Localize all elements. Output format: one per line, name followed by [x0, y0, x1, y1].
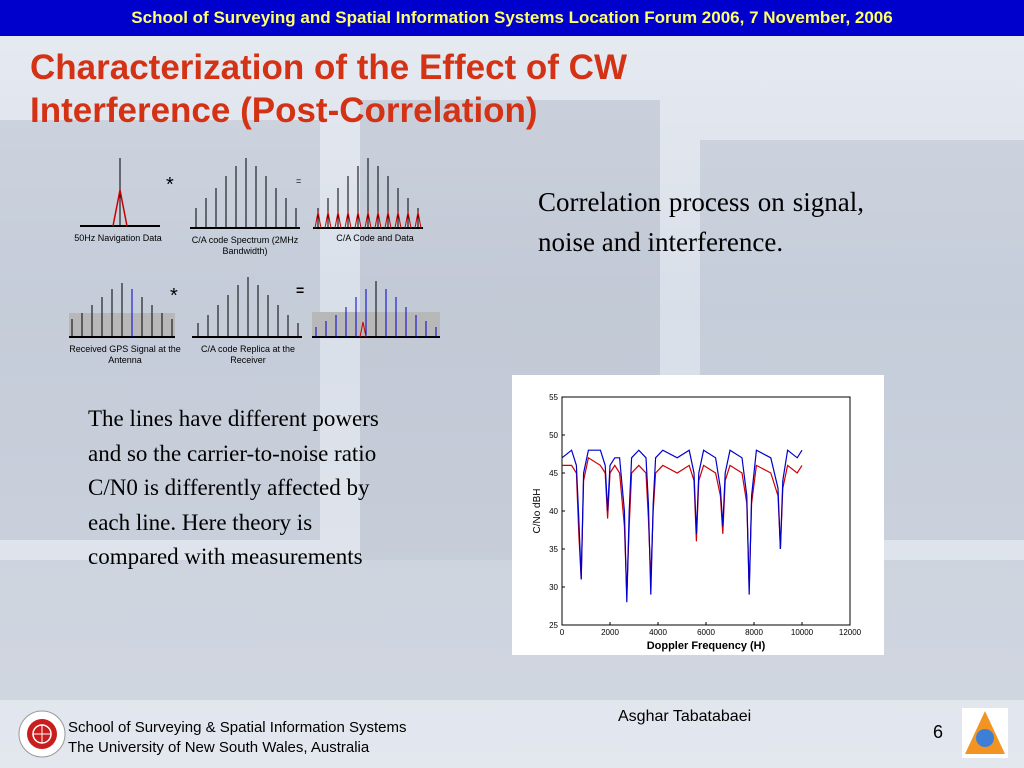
data-modulation-spike [314, 211, 322, 229]
x-tick-label: 8000 [745, 628, 763, 637]
x-tick-label: 12000 [839, 628, 862, 637]
equals-operator-2: = [296, 282, 305, 298]
label-ca-code-and-data: C/A Code and Data [336, 233, 414, 243]
label-ca-code-replica: C/A code Replica at the Receiver [200, 344, 296, 365]
footer-line-2: The University of New South Wales, Austr… [68, 739, 370, 756]
footer-institution: School of Surveying & Spatial Informatio… [68, 718, 407, 758]
correlation-diagram: * = * = 50Hz Navigation Data C/A code Sp… [60, 150, 450, 380]
correlation-diagram-graphic [69, 158, 440, 338]
chart-y-axis-label: C/No dBH [532, 488, 543, 533]
y-tick-label: 45 [549, 469, 558, 478]
unsw-anniversary-logo [18, 710, 66, 758]
equals-operator-1: = [296, 176, 302, 186]
x-tick-label: 4000 [649, 628, 667, 637]
plot-area [561, 396, 851, 626]
data-modulation-spike [404, 211, 412, 229]
data-modulation-spike [374, 211, 382, 229]
convolution-operator-2: * [170, 285, 178, 307]
slide-title: Characterization of the Effect of CW Int… [30, 48, 627, 130]
y-tick-label: 30 [549, 583, 558, 592]
data-modulation-spike [414, 211, 422, 229]
convolution-operator-1: * [166, 174, 174, 196]
x-tick-label: 6000 [697, 628, 715, 637]
data-modulation-spike [334, 211, 342, 229]
data-modulation-spike [354, 211, 362, 229]
y-tick-label: 40 [549, 507, 558, 516]
cn0-chart: 0 2000 4000 6000 8000 10000 12000 25 30 35 40 45 50 5… [512, 375, 884, 655]
ssis-logo [962, 708, 1008, 758]
cn0-chart-svg: 0 2000 4000 6000 8000 10000 12000 25 30 35 40 45 50 5… [532, 393, 862, 652]
series-line-1 [561, 449, 803, 603]
explanation-text: The lines have different powers and so t… [88, 406, 379, 569]
author-name: Asghar Tabatabaei [618, 708, 752, 725]
data-modulation-spike [324, 211, 332, 229]
header-banner: School of Surveying and Spatial Informat… [0, 0, 1024, 36]
chart-ticks-group: 0 2000 4000 6000 8000 10000 12000 25 30 35 40 45 50 5… [549, 393, 862, 637]
y-tick-label: 55 [549, 393, 558, 402]
footer-line-1: School of Surveying & Spatial Informatio… [68, 719, 407, 736]
y-tick-label: 50 [549, 431, 558, 440]
series-line-0 [562, 456, 803, 595]
data-modulation-spike [344, 211, 352, 229]
correlation-description: Correlation process on signal, noise and… [538, 187, 864, 257]
data-modulation-spike [394, 211, 402, 229]
x-tick-label: 2000 [601, 628, 619, 637]
x-tick-label: 0 [560, 628, 565, 637]
x-tick-label: 10000 [791, 628, 814, 637]
chart-series-group [561, 449, 803, 603]
data-modulation-spike [364, 211, 372, 229]
y-tick-label: 35 [549, 545, 558, 554]
label-received-gps-signal: Received GPS Signal at the Antenna [69, 344, 181, 365]
chart-x-axis-label: Doppler Frequency (H) [647, 640, 766, 652]
label-50hz-nav-data: 50Hz Navigation Data [74, 233, 162, 243]
interference-spike [359, 321, 367, 338]
y-tick-label: 25 [549, 621, 558, 630]
data-modulation-spike [384, 211, 392, 229]
page-number: 6 [933, 722, 944, 742]
label-ca-code-spectrum: C/A code Spectrum (2MHz Bandwidth) [191, 235, 299, 256]
